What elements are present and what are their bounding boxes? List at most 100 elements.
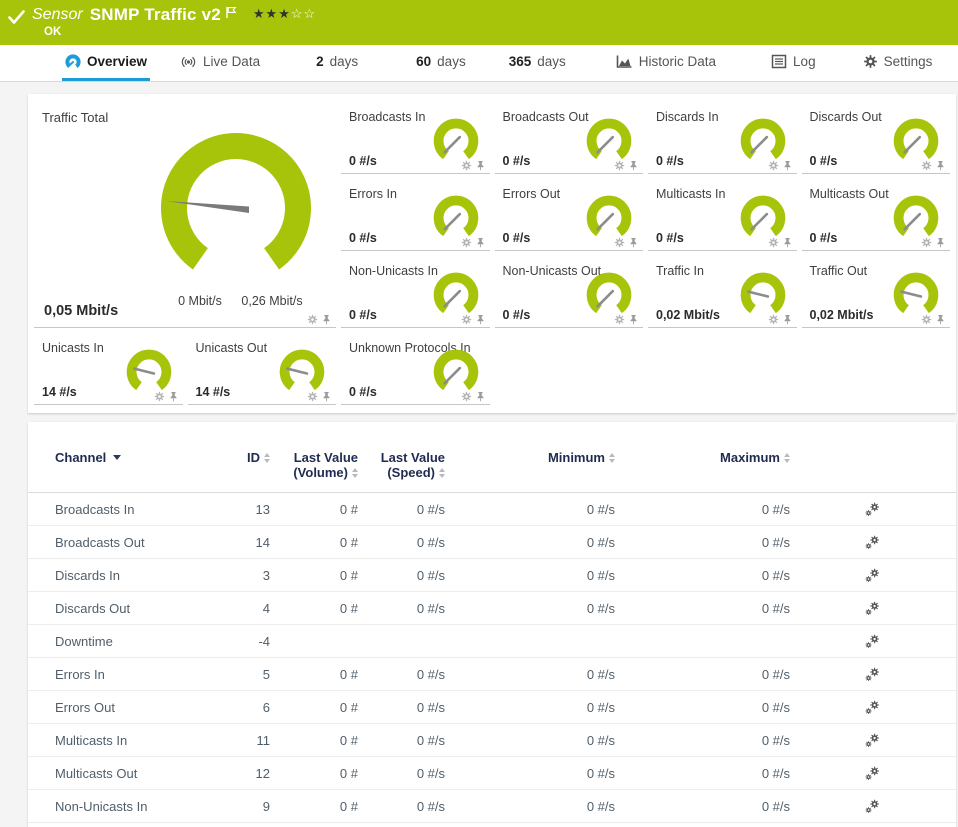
cell-channel: Discards In	[55, 567, 121, 583]
gear-icon[interactable]	[461, 391, 472, 402]
header-maximum[interactable]: Maximum	[615, 450, 790, 465]
tab-settings[interactable]: Settings	[860, 45, 936, 81]
live-data-icon	[181, 56, 196, 67]
header-last-value-speed[interactable]: Last Value (Speed)	[358, 450, 445, 480]
gear-icon[interactable]	[461, 237, 472, 248]
header-line2: (Volume)	[293, 465, 348, 480]
pin-icon[interactable]	[628, 314, 639, 325]
gear-icon[interactable]	[614, 237, 625, 248]
pin-icon[interactable]	[628, 237, 639, 248]
pin-icon[interactable]	[475, 314, 486, 325]
header-channel[interactable]: Channel	[28, 450, 198, 465]
gear-icon[interactable]	[614, 314, 625, 325]
cell-id: 13	[255, 501, 270, 517]
pin-icon[interactable]	[782, 314, 793, 325]
table-row-multicasts-out: Multicasts Out 12 0 # 0 #/s 0 #/s 0 #/s	[28, 757, 956, 790]
overview-gauges-card: Traffic Total 0 Mbit/s 0,26 Mbit/s 0,05 …	[28, 94, 956, 413]
table-row-broadcasts-in: Broadcasts In 13 0 # 0 #/s 0 #/s 0 #/s	[28, 493, 956, 526]
pin-icon[interactable]	[935, 314, 946, 325]
channel-settings-gear-icon[interactable]	[865, 799, 880, 814]
pin-icon[interactable]	[475, 391, 486, 402]
header-last-value-volume[interactable]: Last Value (Volume)	[270, 450, 358, 480]
tab-overview[interactable]: Overview	[62, 45, 151, 81]
pin-icon[interactable]	[782, 160, 793, 171]
header-minimum[interactable]: Minimum	[445, 450, 615, 465]
cell-volume: 0 #	[339, 732, 358, 748]
pin-icon[interactable]	[168, 391, 179, 402]
table-row-broadcasts-out: Broadcasts Out 14 0 # 0 #/s 0 #/s 0 #/s	[28, 526, 956, 559]
gear-icon[interactable]	[768, 314, 779, 325]
tab-2-days[interactable]: 2 days	[313, 45, 361, 81]
tab-live-data[interactable]: Live Data	[177, 45, 263, 81]
gauge-value: 0 #/s	[656, 154, 684, 168]
table-row-downtime: Downtime -4	[28, 625, 956, 658]
channel-settings-gear-icon[interactable]	[865, 601, 880, 616]
pin-icon[interactable]	[782, 237, 793, 248]
pin-icon[interactable]	[628, 160, 639, 171]
cell-maximum: 0 #/s	[761, 798, 790, 814]
gear-icon[interactable]	[921, 237, 932, 248]
cell-channel: Multicasts Out	[55, 765, 138, 781]
gauge-panel-broadcasts-out: Broadcasts Out 0 #/s	[494, 102, 643, 174]
gauge-panel-unicasts-in: Unicasts In 14 #/s	[34, 333, 183, 405]
channel-settings-gear-icon[interactable]	[865, 700, 880, 715]
flag-icon[interactable]	[225, 6, 237, 19]
cell-id: 3	[262, 567, 270, 583]
gauge-panel-errors-out: Errors Out 0 #/s	[494, 179, 643, 251]
gauge-value: 0 #/s	[809, 231, 838, 245]
traffic-total-gauge	[161, 133, 311, 270]
header-minimum-label: Minimum	[547, 450, 605, 465]
pin-icon[interactable]	[321, 314, 332, 325]
gear-icon[interactable]	[921, 160, 932, 171]
channel-settings-gear-icon[interactable]	[865, 535, 880, 550]
channel-settings-gear-icon[interactable]	[865, 634, 880, 649]
cell-minimum: 0 #/s	[586, 699, 615, 715]
header-id[interactable]: ID	[198, 450, 270, 465]
tab-60-days[interactable]: 60 days	[413, 45, 469, 81]
gear-icon[interactable]	[768, 237, 779, 248]
channel-settings-gear-icon[interactable]	[865, 667, 880, 682]
sort-icon	[609, 452, 615, 463]
gear-icon[interactable]	[307, 314, 318, 325]
gear-icon[interactable]	[461, 314, 472, 325]
cell-volume: 0 #	[339, 501, 358, 517]
gear-icon[interactable]	[921, 314, 932, 325]
gear-icon[interactable]	[461, 160, 472, 171]
pin-icon[interactable]	[935, 237, 946, 248]
gear-icon[interactable]	[614, 160, 625, 171]
cell-maximum: 0 #/s	[761, 732, 790, 748]
cell-minimum: 0 #/s	[586, 501, 615, 517]
tab-label: Live Data	[203, 54, 261, 69]
cell-id: 4	[262, 600, 270, 616]
channel-settings-gear-icon[interactable]	[865, 766, 880, 781]
sensor-status-bar: Sensor SNMP Traffic v2 ★★★☆☆ OK	[0, 0, 958, 45]
gear-icon[interactable]	[154, 391, 165, 402]
gauge-title: Unknown Protocols In	[349, 341, 471, 355]
pin-icon[interactable]	[321, 391, 332, 402]
gear-icon	[863, 54, 878, 69]
channel-settings-gear-icon[interactable]	[865, 568, 880, 583]
cell-maximum: 0 #/s	[761, 534, 790, 550]
gauge-title: Unicasts In	[42, 341, 104, 355]
gauge-title: Discards In	[656, 110, 719, 124]
tab-log[interactable]: Log	[768, 45, 819, 81]
gauge-panel-traffic-total: Traffic Total 0 Mbit/s 0,26 Mbit/s 0,05 …	[34, 102, 336, 328]
tab-365-days[interactable]: 365 days	[506, 45, 569, 81]
channel-settings-gear-icon[interactable]	[865, 733, 880, 748]
tab-historic-data[interactable]: Historic Data	[613, 45, 719, 81]
priority-stars[interactable]: ★★★☆☆	[253, 6, 316, 22]
pin-icon[interactable]	[475, 160, 486, 171]
cell-volume: 0 #	[339, 765, 358, 781]
gauge-panel-multicasts-in: Multicasts In 0 #/s	[648, 179, 797, 251]
pin-icon[interactable]	[475, 237, 486, 248]
cell-channel: Broadcasts In	[55, 501, 135, 517]
gauge-title: Errors In	[349, 187, 397, 201]
gauge-value: 0 #/s	[656, 231, 684, 245]
channel-settings-gear-icon[interactable]	[865, 502, 880, 517]
pin-icon[interactable]	[935, 160, 946, 171]
gear-icon[interactable]	[768, 160, 779, 171]
cell-id: 5	[262, 666, 270, 682]
sensor-title: SNMP Traffic v2	[89, 5, 221, 24]
header-channel-label: Channel	[55, 450, 107, 465]
gear-icon[interactable]	[307, 391, 318, 402]
